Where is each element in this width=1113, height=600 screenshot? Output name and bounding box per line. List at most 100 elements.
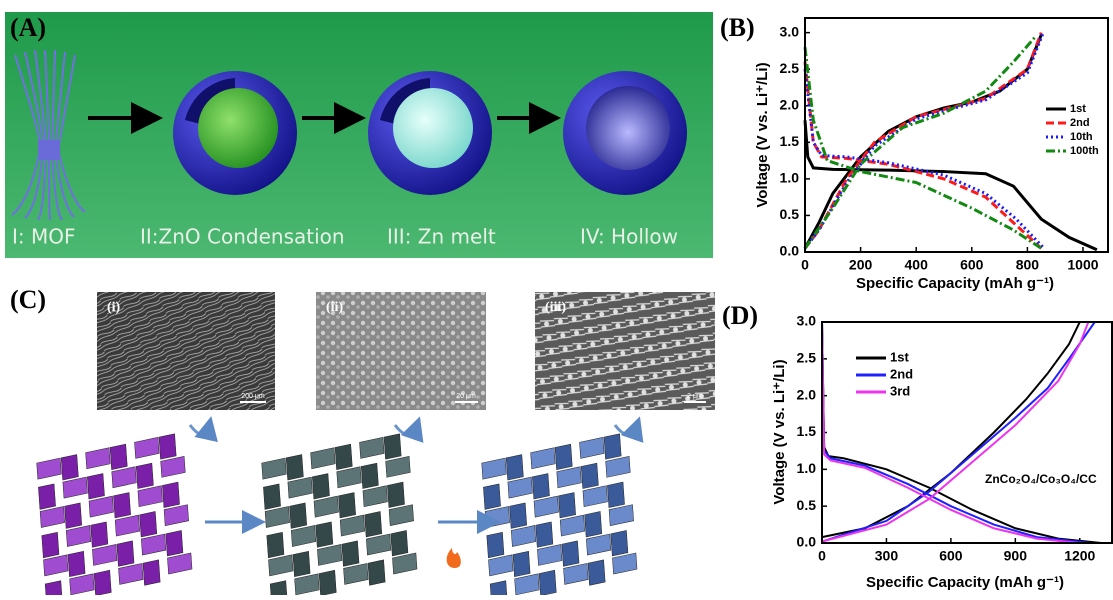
- legend-label: 2nd: [890, 366, 913, 381]
- chart: (D) 0.0 0.5 1.0 1.5 2.0 2.5 3.0 0 300 600 900 1200Sp…: [722, 301, 1113, 591]
- data-line: [803, 61, 1043, 250]
- weave-cell: [41, 531, 60, 559]
- weave-cell: [290, 525, 317, 547]
- weave-cell: [334, 443, 353, 470]
- weave-cell: [268, 554, 294, 577]
- weave-cell: [285, 454, 304, 481]
- weave-cell: [109, 443, 128, 470]
- sphere-zn-melt: [368, 71, 492, 195]
- weave-cell: [116, 540, 135, 567]
- weave-cell: [510, 525, 537, 547]
- weave-cell: [289, 502, 308, 529]
- weave-cell: [165, 530, 184, 557]
- weave-cell: [338, 492, 356, 519]
- weave-cell: [263, 483, 281, 510]
- weave-cell: [318, 569, 337, 597]
- weave-cell: [486, 531, 505, 559]
- weave-cell: [360, 462, 379, 489]
- weave-cell: [312, 473, 330, 500]
- y-axis-label: Voltage (V vs. Li⁺/Li): [771, 359, 788, 504]
- weave-cell: [88, 495, 114, 518]
- weave-cell: [512, 550, 531, 578]
- sem-image: [535, 292, 715, 410]
- x-tick-label: 1000: [1067, 257, 1098, 273]
- weave-cell: [580, 462, 599, 489]
- legend-label: 10th: [1070, 131, 1093, 143]
- step-label: III: Zn melt: [387, 225, 496, 249]
- y-tick-label: 0.5: [780, 206, 800, 222]
- curved-arrows: [188, 416, 644, 443]
- y-tick-label: 3.0: [780, 23, 800, 39]
- x-tick-label: 800: [1016, 257, 1040, 273]
- data-line: [821, 321, 1090, 543]
- weave-cell: [538, 569, 557, 597]
- woven-cloths: [36, 433, 638, 600]
- weave-cell: [43, 554, 69, 577]
- weave-cell: [582, 485, 608, 508]
- weave-cell: [118, 563, 144, 585]
- y-tick-label: 0.0: [780, 243, 800, 259]
- weave-cell: [383, 433, 402, 460]
- weave-cell: [483, 483, 501, 510]
- data-line: [821, 321, 1091, 544]
- y-tick-label: 1.5: [797, 423, 817, 439]
- data-line: [803, 35, 1037, 250]
- weave-cell: [514, 573, 540, 596]
- weave-cell: [388, 504, 414, 527]
- weave-cell: [505, 454, 524, 481]
- data-line: [803, 34, 1043, 250]
- mof-bundle: [11, 49, 86, 221]
- weave-cell: [390, 530, 409, 557]
- weave-cell: [339, 514, 366, 537]
- weave-cell: [579, 436, 605, 459]
- y-tick-label: 2.5: [797, 350, 817, 366]
- sem-image: [97, 292, 275, 410]
- y-tick-label: 1.0: [780, 170, 800, 186]
- weave-cell: [484, 506, 510, 528]
- annotation: ZnCo₂O₄/Co₃O₄/CC: [985, 472, 1097, 486]
- weave-cell: [167, 552, 193, 575]
- weave-cell: [610, 530, 629, 557]
- weave-cell: [359, 436, 385, 459]
- data-line: [821, 321, 1080, 544]
- data-line: [821, 321, 1096, 543]
- weave-cell: [160, 455, 186, 478]
- weave-cell: [530, 447, 556, 470]
- y-tick-label: 1.0: [797, 460, 817, 476]
- y-tick-label: 0.0: [797, 534, 817, 550]
- weave-cell: [44, 580, 63, 600]
- weave-cell: [554, 443, 573, 470]
- x-axis-label: Specific Capacity (mAh g⁻¹): [856, 275, 1054, 292]
- plot-frame: [821, 321, 1113, 544]
- weave-cell: [537, 544, 563, 566]
- weave-cell: [587, 559, 606, 586]
- scale-bar-label: 200 μm: [241, 393, 265, 400]
- sphere-hollow: [563, 71, 687, 195]
- legend-label: 1st: [890, 349, 909, 364]
- y-tick-label: 2.0: [780, 96, 800, 112]
- weave-cell: [67, 550, 86, 578]
- weave-cell: [92, 544, 118, 566]
- weave-cell: [336, 466, 362, 489]
- weave-cell: [266, 531, 285, 559]
- weave-cell: [137, 485, 163, 508]
- weave-cell: [364, 511, 383, 538]
- weave-cell: [586, 533, 612, 556]
- weave-cell: [62, 476, 88, 499]
- weave-cell: [38, 483, 56, 510]
- weave-cell: [584, 511, 603, 538]
- weave-cell: [392, 552, 418, 575]
- x-tick-label: 600: [939, 548, 963, 564]
- scale-bar-label: 20 μm: [456, 393, 476, 400]
- panel-label: (C): [10, 285, 46, 314]
- weave-cell: [114, 514, 141, 537]
- weave-cell: [612, 552, 638, 575]
- plot-frame: [804, 17, 1109, 253]
- weave-cell: [605, 455, 631, 478]
- x-tick-label: 200: [849, 257, 873, 273]
- y-tick-label: 2.5: [780, 60, 800, 76]
- x-tick-label: 0: [801, 257, 809, 273]
- weave-cell: [90, 521, 109, 548]
- weave-cell: [507, 476, 533, 499]
